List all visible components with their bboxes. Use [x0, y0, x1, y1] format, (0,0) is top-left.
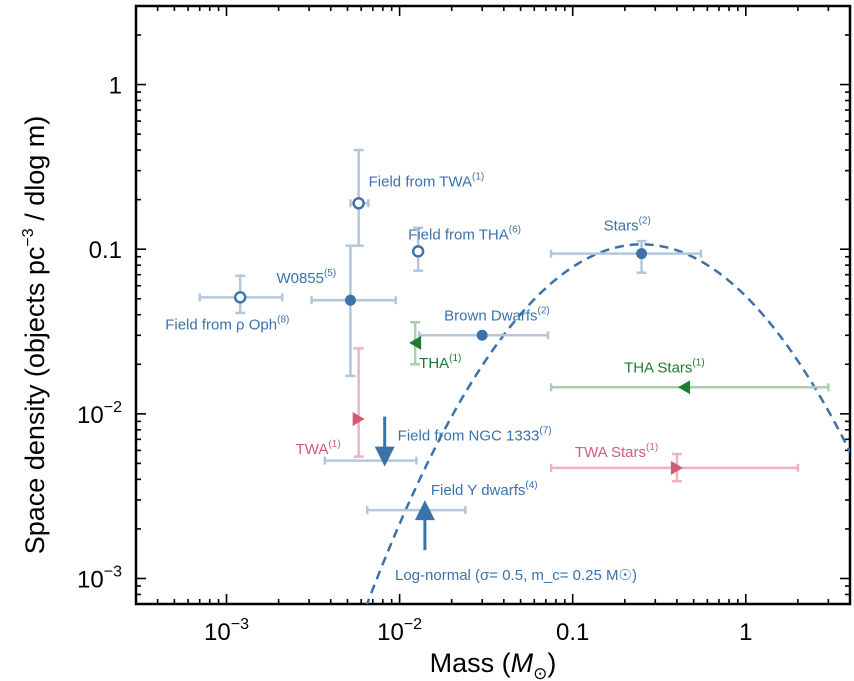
x-tick-label: 10−3 — [204, 616, 249, 646]
x-axis-title: Mass (M⊙) — [430, 648, 557, 681]
field-from-twa-point — [349, 148, 370, 247]
brown-dwarfs-point — [418, 329, 550, 341]
y-tick-label: 10−3 — [77, 563, 122, 593]
left-triangle-marker — [678, 380, 691, 395]
up-arrow-head — [414, 500, 435, 521]
open-circle-marker — [234, 291, 247, 304]
twa-point — [352, 347, 365, 458]
right-triangle-marker — [352, 412, 365, 427]
tha-point — [409, 321, 422, 366]
y-tick-label: 0.1 — [89, 237, 122, 264]
plot-frame — [134, 4, 852, 606]
stars-point — [549, 239, 703, 274]
data-points — [198, 148, 830, 551]
field-from-tha-label: Field from THA(6) — [408, 224, 521, 243]
field-y-dwarfs-label: Field Y dwarfs(4) — [431, 480, 538, 499]
w0855-point — [310, 244, 397, 378]
down-arrow-head — [374, 446, 395, 467]
stars-label: Stars(2) — [604, 216, 651, 235]
x-tick-label: 1 — [739, 619, 752, 646]
twa-stars-label: TWA Stars(1) — [575, 442, 658, 461]
filled-circle-marker — [636, 248, 648, 260]
tha-stars-point — [549, 380, 830, 395]
twa-stars-point — [549, 452, 800, 483]
lognormal-curve — [365, 243, 850, 604]
field-from-rho-oph-label: Field from ρ Oph(8) — [165, 314, 289, 333]
filled-circle-marker — [476, 329, 488, 341]
twa-label: TWA(1) — [296, 439, 341, 458]
tha-label: THA(1) — [419, 353, 461, 372]
field-from-twa-label: Field from TWA(1) — [369, 171, 485, 190]
field-from-tha-point — [411, 226, 425, 272]
axis-ticks — [135, 5, 851, 605]
w0855-label: W0855(5) — [276, 268, 336, 287]
tha-stars-label: THA Stars(1) — [624, 357, 705, 376]
x-tick-label: 10−2 — [377, 616, 422, 646]
y-axis-title: Space density (objects pc−3 / dlog m) — [20, 116, 50, 554]
right-triangle-marker — [670, 460, 683, 475]
open-circle-marker — [411, 245, 425, 258]
x-tick-label: 0.1 — [556, 619, 589, 646]
field-from-ngc1333-label: Field from NGC 1333(7) — [398, 426, 552, 445]
filled-circle-marker — [344, 294, 356, 306]
y-tick-label: 10−2 — [77, 399, 122, 429]
axis-tick-labels: 10−3 10−2 0.1 1 10−3 10−2 0.1 1 — [77, 73, 752, 646]
brown-dwarfs-label: Brown Dwarfs(2) — [444, 305, 550, 324]
left-triangle-marker — [409, 335, 422, 350]
field-from-ngc1333-point — [323, 416, 418, 467]
point-labels: Field from TWA(1) Field from THA(6) Field … — [165, 171, 704, 584]
field-from-rho-oph-point — [198, 274, 284, 315]
y-tick-label: 1 — [109, 73, 122, 100]
field-y-dwarfs-point — [365, 500, 467, 551]
open-circle-marker — [352, 197, 365, 210]
lognormal-curve-label: Log-normal (σ= 0.5, m_c= 0.25 M☉) — [395, 567, 637, 584]
